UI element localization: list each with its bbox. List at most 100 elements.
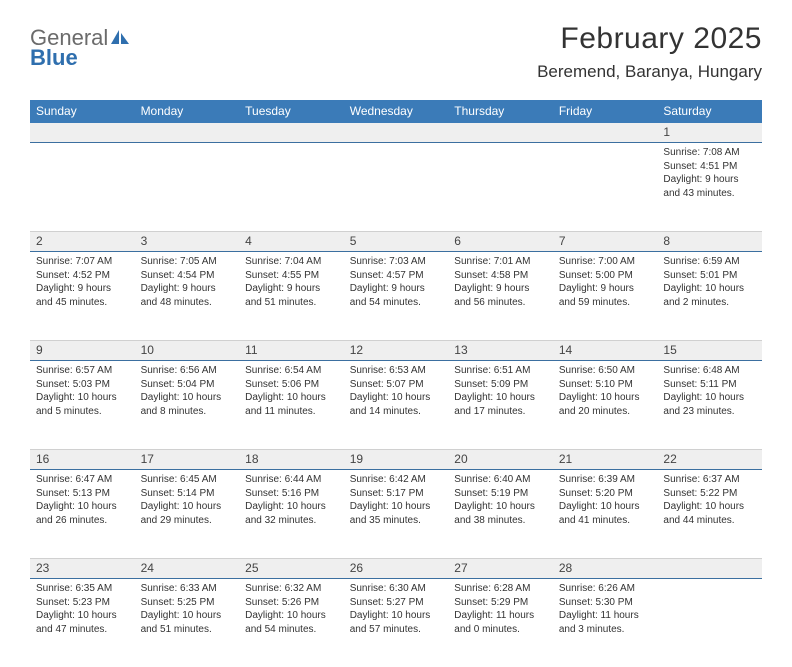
day-number: 21 [553,449,658,469]
day-number: 19 [344,449,449,469]
day-cell: Sunrise: 6:45 AMSunset: 5:14 PMDaylight:… [135,470,240,558]
dow-wednesday: Wednesday [344,100,449,123]
day-details: Sunrise: 6:28 AMSunset: 5:29 PMDaylight:… [448,579,553,642]
brand-name-b: Blue [30,45,78,70]
day-cell: Sunrise: 6:57 AMSunset: 5:03 PMDaylight:… [30,361,135,449]
sunset-line: Sunset: 5:29 PM [454,596,547,610]
day-cell: Sunrise: 7:07 AMSunset: 4:52 PMDaylight:… [30,252,135,340]
day-cell: Sunrise: 6:47 AMSunset: 5:13 PMDaylight:… [30,470,135,558]
day-cell [448,143,553,231]
day-details: Sunrise: 7:05 AMSunset: 4:54 PMDaylight:… [135,252,240,315]
day-number: 10 [135,340,240,360]
daylight-line: Daylight: 10 hours and 29 minutes. [141,500,234,527]
day-cell: Sunrise: 7:03 AMSunset: 4:57 PMDaylight:… [344,252,449,340]
day-details [30,143,135,152]
sunrise-line: Sunrise: 6:54 AM [245,364,338,378]
day-cell: Sunrise: 7:01 AMSunset: 4:58 PMDaylight:… [448,252,553,340]
week-body: Sunrise: 7:07 AMSunset: 4:52 PMDaylight:… [30,252,762,340]
week-numband: 16171819202122 [30,449,762,469]
daylight-line: Daylight: 10 hours and 47 minutes. [36,609,129,636]
dow-sunday: Sunday [30,100,135,123]
day-details: Sunrise: 6:40 AMSunset: 5:19 PMDaylight:… [448,470,553,533]
day-details: Sunrise: 6:50 AMSunset: 5:10 PMDaylight:… [553,361,658,424]
dow-friday: Friday [553,100,658,123]
day-cell: Sunrise: 6:35 AMSunset: 5:23 PMDaylight:… [30,579,135,667]
sunset-line: Sunset: 5:13 PM [36,487,129,501]
sunrise-line: Sunrise: 6:47 AM [36,473,129,487]
day-number: 7 [553,231,658,251]
day-details: Sunrise: 7:07 AMSunset: 4:52 PMDaylight:… [30,252,135,315]
week-numband: 2345678 [30,231,762,251]
day-number: 25 [239,558,344,578]
day-details: Sunrise: 6:51 AMSunset: 5:09 PMDaylight:… [448,361,553,424]
day-cell: Sunrise: 6:26 AMSunset: 5:30 PMDaylight:… [553,579,658,667]
daylight-line: Daylight: 10 hours and 23 minutes. [663,391,756,418]
day-number: 22 [657,449,762,469]
sunrise-line: Sunrise: 6:37 AM [663,473,756,487]
sunrise-line: Sunrise: 7:01 AM [454,255,547,269]
title-block: February 2025 Beremend, Baranya, Hungary [537,22,762,82]
sunset-line: Sunset: 5:11 PM [663,378,756,392]
daylight-line: Daylight: 9 hours and 56 minutes. [454,282,547,309]
day-cell: Sunrise: 6:42 AMSunset: 5:17 PMDaylight:… [344,470,449,558]
week-body: Sunrise: 6:47 AMSunset: 5:13 PM Daylight:… [30,470,762,558]
sunset-line: Sunset: 4:58 PM [454,269,547,283]
day-number: 1 [657,123,762,142]
daylight-line: Daylight: 10 hours and 14 minutes. [350,391,443,418]
sunset-line: Sunset: 5:07 PM [350,378,443,392]
day-cell: Sunrise: 6:28 AMSunset: 5:29 PMDaylight:… [448,579,553,667]
sunset-line: Sunset: 5:19 PM [454,487,547,501]
day-details [448,143,553,152]
day-details: Sunrise: 6:33 AMSunset: 5:25 PMDaylight:… [135,579,240,642]
sunrise-line: Sunrise: 7:03 AM [350,255,443,269]
daylight-line: Daylight: 10 hours and 41 minutes. [559,500,652,527]
day-number: 15 [657,340,762,360]
sunrise-line: Sunrise: 6:44 AM [245,473,338,487]
sunset-line: Sunset: 5:09 PM [454,378,547,392]
day-number: 27 [448,558,553,578]
sunrise-line: Sunrise: 7:08 AM [663,146,756,160]
daylight-line: Daylight: 9 hours and 54 minutes. [350,282,443,309]
calendar-page: General Blue February 2025 Beremend, Bar… [0,0,792,667]
day-number: 12 [344,340,449,360]
sunset-line: Sunset: 5:16 PM [245,487,338,501]
daylight-line: Daylight: 10 hours and 35 minutes. [350,500,443,527]
sunset-line: Sunset: 5:00 PM [559,269,652,283]
day-number: 5 [344,231,449,251]
daylight-line: Daylight: 9 hours and 51 minutes. [245,282,338,309]
sunrise-line: Sunrise: 6:35 AM [36,582,129,596]
day-details: Sunrise: 6:57 AMSunset: 5:03 PMDaylight:… [30,361,135,424]
daylight-line: Daylight: 10 hours and 32 minutes. [245,500,338,527]
day-details: Sunrise: 6:53 AMSunset: 5:07 PMDaylight:… [344,361,449,424]
day-cell: Sunrise: 6:44 AMSunset: 5:16 PMDaylight:… [239,470,344,558]
day-details: Sunrise: 6:56 AMSunset: 5:04 PMDaylight:… [135,361,240,424]
day-cell: Sunrise: 6:59 AMSunset: 5:01 PMDaylight:… [657,252,762,340]
dow-tuesday: Tuesday [239,100,344,123]
sunrise-line: Sunrise: 6:32 AM [245,582,338,596]
day-details [135,143,240,152]
sunset-line: Sunset: 5:03 PM [36,378,129,392]
day-details: Sunrise: 6:47 AMSunset: 5:13 PMDaylight:… [30,470,135,533]
day-number: 2 [30,231,135,251]
day-cell: Sunrise: 7:04 AMSunset: 4:55 PMDaylight:… [239,252,344,340]
day-cell: Sunrise: 6:53 AMSunset: 5:07 PMDaylight:… [344,361,449,449]
day-number: 4 [239,231,344,251]
day-cell: Sunrise: 6:33 AMSunset: 5:25 PMDaylight:… [135,579,240,667]
sunset-line: Sunset: 5:04 PM [141,378,234,392]
day-details [553,143,658,152]
sunset-line: Sunset: 4:52 PM [36,269,129,283]
daylight-line: Daylight: 10 hours and 38 minutes. [454,500,547,527]
daylight-line: Daylight: 10 hours and 17 minutes. [454,391,547,418]
daylight-line: Daylight: 9 hours and 45 minutes. [36,282,129,309]
page-header: General Blue February 2025 Beremend, Bar… [30,22,762,82]
day-number: 9 [30,340,135,360]
day-number [657,558,762,578]
month-title: February 2025 [537,22,762,56]
day-number: 16 [30,449,135,469]
day-cell: Sunrise: 7:08 AMSunset: 4:51 PMDaylight:… [657,143,762,231]
sunset-line: Sunset: 4:55 PM [245,269,338,283]
daylight-line: Daylight: 9 hours and 59 minutes. [559,282,652,309]
sunset-line: Sunset: 5:01 PM [663,269,756,283]
sunset-line: Sunset: 5:14 PM [141,487,234,501]
sunrise-line: Sunrise: 6:59 AM [663,255,756,269]
